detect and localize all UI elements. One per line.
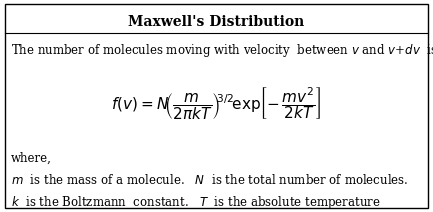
Text: The number of molecules moving with velocity  between $v$ and $v$+$dv$  is:: The number of molecules moving with velo…: [11, 42, 433, 59]
Text: $m$  is the mass of a molecule.   $N$  is the total number of molecules.: $m$ is the mass of a molecule. $N$ is th…: [11, 173, 408, 187]
Text: where,: where,: [11, 152, 52, 165]
Text: $k$  is the Boltzmann  constant.   $T$  is the absolute temperature: $k$ is the Boltzmann constant. $T$ is th…: [11, 194, 381, 211]
FancyBboxPatch shape: [5, 4, 428, 208]
Text: $f(v) = N\!\left(\dfrac{m}{2\pi kT}\right)^{\!\!3/2}\!\exp\!\left[-\,\dfrac{mv^2: $f(v) = N\!\left(\dfrac{m}{2\pi kT}\righ…: [111, 85, 322, 121]
Text: Maxwell's Distribution: Maxwell's Distribution: [128, 15, 305, 29]
